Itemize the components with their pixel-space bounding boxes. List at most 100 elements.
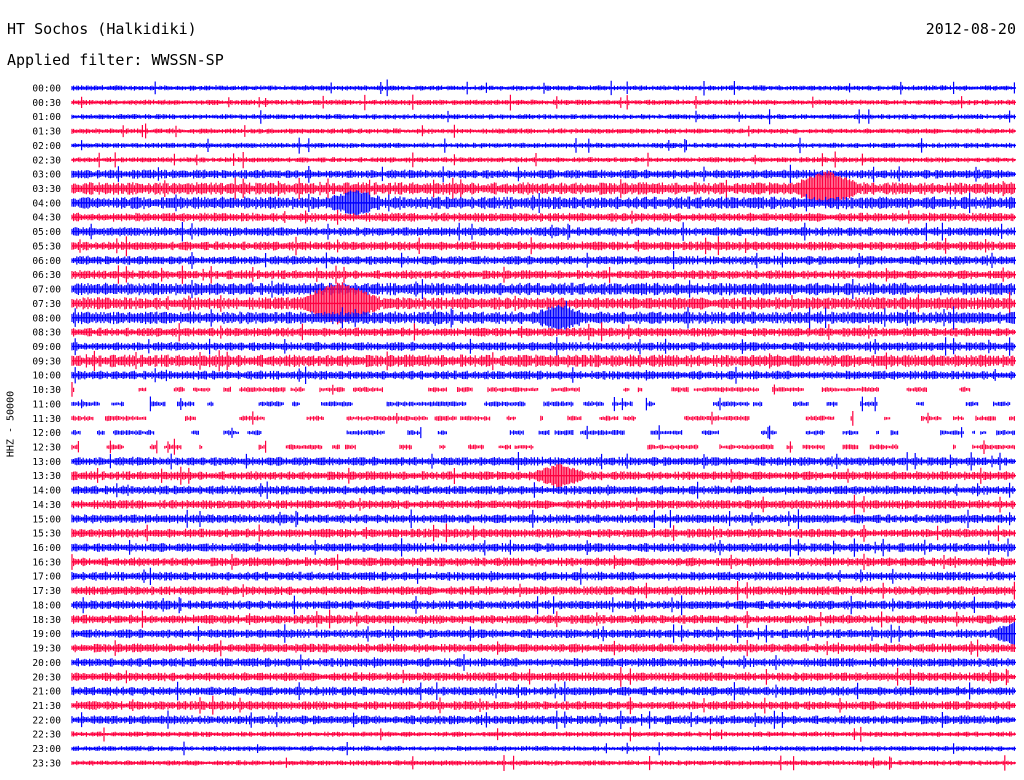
time-tick-label: 20:00 [32, 658, 61, 669]
time-tick-label: 03:00 [32, 170, 61, 181]
time-tick-label: 21:00 [32, 687, 61, 698]
trace-0830 [71, 322, 1015, 342]
trace-2300 [71, 741, 1015, 756]
trace-1600 [71, 538, 1015, 557]
trace-2100 [71, 681, 1015, 702]
trace-0930 [71, 350, 1015, 372]
trace-0600 [71, 251, 1015, 270]
time-tick-label: 03:30 [32, 184, 61, 195]
time-tick-label: 15:00 [32, 514, 61, 525]
time-tick-label: 16:00 [32, 543, 61, 554]
trace-2000 [71, 654, 1015, 671]
time-tick-label: 07:00 [32, 285, 61, 296]
trace-0100 [71, 109, 1015, 125]
time-tick-label: 01:00 [32, 112, 61, 123]
time-tick-label: 07:30 [32, 299, 61, 310]
trace-2330 [71, 755, 1015, 771]
trace-lines [71, 79, 1016, 771]
time-tick-label: 19:30 [32, 644, 61, 655]
trace-0130 [71, 123, 1015, 139]
trace-0000 [71, 79, 1015, 97]
time-tick-label: 18:30 [32, 615, 61, 626]
trace-2030 [71, 667, 1015, 687]
trace-1930 [71, 639, 1015, 657]
time-tick-label: 20:30 [32, 672, 61, 683]
time-tick-label: 12:30 [32, 443, 61, 454]
trace-1130 [71, 411, 1015, 426]
trace-0800 [71, 300, 1015, 335]
time-tick-label: 00:30 [32, 98, 61, 109]
time-tick-label: 09:30 [32, 356, 61, 367]
time-tick-label: 13:00 [32, 457, 61, 468]
time-tick-label: 17:00 [32, 572, 61, 583]
trace-0700 [71, 279, 1015, 300]
time-tick-label: 11:00 [32, 399, 61, 410]
trace-1800 [71, 595, 1015, 616]
trace-0330 [71, 171, 1015, 207]
time-labels: 00:00 00:30 01:00 01:30 02:00 02:30 03:00 03:30… [32, 84, 61, 770]
time-tick-label: 06:00 [32, 256, 61, 267]
time-tick-label: 18:00 [32, 600, 61, 611]
time-tick-label: 05:30 [32, 241, 61, 252]
trace-1730 [71, 581, 1015, 601]
time-tick-label: 23:30 [32, 758, 61, 769]
time-tick-label: 09:00 [32, 342, 61, 353]
time-tick-label: 19:00 [32, 629, 61, 640]
time-tick-label: 04:00 [32, 198, 61, 209]
trace-1400 [71, 481, 1015, 499]
trace-0430 [71, 209, 1015, 225]
trace-1830 [71, 609, 1015, 629]
time-tick-label: 15:30 [32, 529, 61, 540]
time-tick-label: 21:30 [32, 701, 61, 712]
time-tick-label: 06:30 [32, 270, 61, 281]
trace-0300 [71, 164, 1015, 184]
time-tick-label: 08:00 [32, 313, 61, 324]
time-tick-label: 08:30 [32, 328, 61, 339]
trace-0630 [71, 265, 1015, 284]
station-title: HT Sochos (Halkidiki) [7, 20, 197, 38]
trace-0030 [71, 94, 1015, 111]
time-tick-label: 02:30 [32, 155, 61, 166]
trace-0230 [71, 151, 1015, 169]
trace-1530 [71, 523, 1015, 543]
trace-1300 [71, 452, 1015, 471]
filter-label: Applied filter: WWSSN-SP [7, 51, 224, 69]
time-tick-label: 22:30 [32, 730, 61, 741]
trace-1700 [71, 567, 1015, 585]
trace-1030 [71, 382, 971, 397]
time-tick-label: 00:00 [32, 84, 61, 95]
trace-1200 [71, 425, 1015, 440]
trace-1430 [71, 494, 1015, 515]
time-tick-label: 04:30 [32, 213, 61, 224]
time-tick-label: 12:00 [32, 428, 61, 439]
time-tick-label: 02:00 [32, 141, 61, 152]
date-label: 2012-08-20 [925, 20, 1016, 38]
trace-1100 [71, 396, 1011, 412]
trace-0900 [71, 337, 1015, 356]
trace-1900 [71, 621, 1015, 645]
trace-1000 [71, 366, 1015, 384]
time-tick-label: 23:00 [32, 744, 61, 755]
trace-1230 [71, 438, 1015, 455]
trace-0530 [71, 236, 1015, 257]
time-tick-label: 22:00 [32, 715, 61, 726]
trace-2200 [71, 710, 1015, 729]
time-tick-label: 11:30 [32, 414, 61, 425]
time-tick-label: 16:30 [32, 557, 61, 568]
trace-0400 [71, 190, 1015, 216]
time-tick-label: 14:00 [32, 486, 61, 497]
trace-1630 [71, 553, 1015, 571]
time-tick-label: 10:30 [32, 385, 61, 396]
trace-2130 [71, 695, 1015, 715]
time-tick-label: 14:30 [32, 500, 61, 511]
time-tick-label: 05:00 [32, 227, 61, 238]
trace-0730 [71, 282, 1015, 325]
time-tick-label: 10:00 [32, 371, 61, 382]
time-tick-label: 13:30 [32, 471, 61, 482]
trace-1330 [71, 463, 1015, 489]
trace-0200 [71, 137, 1015, 154]
trace-0500 [71, 222, 1015, 242]
time-tick-label: 01:30 [32, 127, 61, 138]
trace-2230 [71, 726, 1015, 742]
